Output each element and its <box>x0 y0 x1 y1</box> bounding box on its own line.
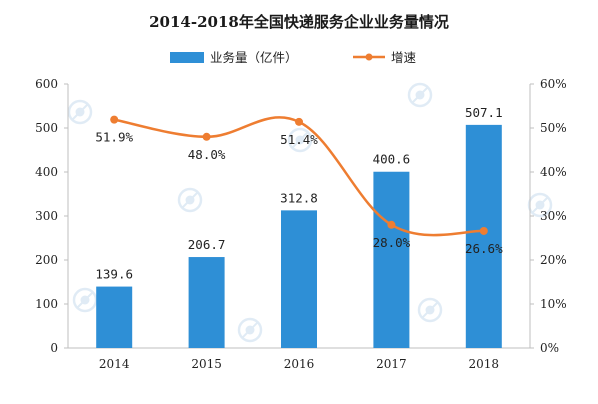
y-right-tick-label: 40% <box>540 165 567 179</box>
line-labels: 51.9% 48.0% 51.4% 28.0% 26.6% <box>95 130 503 256</box>
y-axis-left-ticks: 0 100 200 300 400 500 600 <box>35 77 68 355</box>
line-series <box>110 115 488 237</box>
bar <box>465 124 502 348</box>
watermark-logo-1 <box>407 82 433 108</box>
legend-bar-label: 业务量（亿件） <box>210 50 298 65</box>
x-tick-label: 2018 <box>469 357 500 371</box>
growth-data-label: 51.9% <box>95 130 133 145</box>
growth-data-label: 28.0% <box>373 235 411 250</box>
y-axis-right-ticks: 0% 10% 20% 30% 40% 50% 60% <box>530 77 567 355</box>
bar-labels: 139.6 206.7 312.8 400.6 507.1 <box>95 105 502 282</box>
bar-data-label: 312.8 <box>280 190 318 205</box>
growth-point <box>202 132 211 141</box>
y-right-tick-label: 60% <box>540 77 567 91</box>
y-right-tick-label: 20% <box>540 253 567 267</box>
bar-series <box>96 124 502 348</box>
y-left-tick-label: 300 <box>35 209 58 223</box>
watermark-logo-2 <box>177 187 203 213</box>
y-right-tick-label: 50% <box>540 121 567 135</box>
x-tick-label: 2015 <box>191 357 222 371</box>
growth-line <box>113 116 484 237</box>
y-right-tick-label: 0% <box>540 341 559 355</box>
x-tick-label: 2017 <box>376 357 407 371</box>
growth-point <box>479 226 488 235</box>
bar <box>96 286 133 348</box>
watermark-logo-4 <box>72 287 98 313</box>
x-axis-ticks: 2014 2015 2016 2017 2018 <box>99 357 499 371</box>
bar-data-label: 400.6 <box>373 152 411 167</box>
legend-bar-swatch <box>170 52 204 63</box>
growth-point <box>110 115 119 124</box>
watermark-logo-0 <box>67 99 93 125</box>
bar <box>281 210 317 348</box>
bar-data-label: 507.1 <box>465 105 503 120</box>
growth-point <box>387 220 396 229</box>
y-right-tick-label: 30% <box>540 209 567 223</box>
x-tick-label: 2014 <box>99 357 130 371</box>
y-left-tick-label: 100 <box>35 297 58 311</box>
y-left-tick-label: 400 <box>35 165 58 179</box>
bar <box>188 257 225 348</box>
growth-point <box>295 117 303 126</box>
y-left-tick-label: 200 <box>35 253 58 267</box>
watermark-logo-5 <box>417 297 443 323</box>
growth-data-label: 51.4% <box>280 132 318 147</box>
y-left-tick-label: 0 <box>50 341 58 355</box>
bar-data-label: 139.6 <box>95 267 133 282</box>
x-tick-label: 2016 <box>284 357 315 371</box>
y-right-tick-label: 10% <box>540 297 567 311</box>
y-left-tick-label: 500 <box>35 121 58 135</box>
bar <box>373 171 410 348</box>
growth-data-label: 48.0% <box>188 147 226 162</box>
y-left-tick-label: 600 <box>35 77 58 91</box>
watermark-logo-7 <box>237 317 263 343</box>
legend: 业务量（亿件） 增速 <box>170 50 417 65</box>
growth-data-label: 26.6% <box>465 241 503 256</box>
legend-line-marker <box>365 53 373 61</box>
bar-data-label: 206.7 <box>188 237 226 252</box>
legend-line-label: 增速 <box>391 50 417 65</box>
chart-title: 2014-2018年全国快递服务企业业务量情况 <box>149 13 449 31</box>
